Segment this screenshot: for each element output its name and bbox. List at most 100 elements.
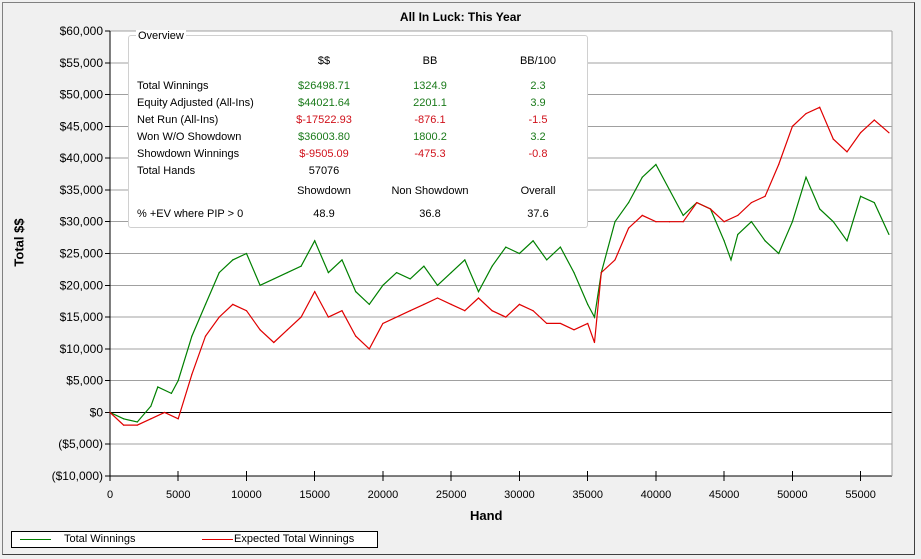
data-point bbox=[300, 265, 302, 267]
chart-title: All In Luck: This Year bbox=[399, 10, 522, 24]
data-point bbox=[505, 316, 507, 318]
data-point bbox=[477, 297, 480, 299]
data-point bbox=[409, 310, 411, 312]
row-label: Won W/O Showdown bbox=[137, 131, 242, 143]
y-tick-label: $15,000 bbox=[60, 310, 104, 324]
data-point bbox=[655, 221, 657, 223]
data-point bbox=[546, 322, 548, 325]
row-value: -1.5 bbox=[528, 114, 548, 126]
row-value: $-17522.93 bbox=[296, 114, 352, 126]
row-value: $36003.80 bbox=[298, 131, 350, 143]
data-point bbox=[750, 202, 753, 204]
data-point bbox=[846, 240, 848, 242]
row-value: $26498.71 bbox=[298, 80, 350, 92]
data-point bbox=[819, 106, 821, 108]
row-value: 2.3 bbox=[530, 80, 546, 92]
data-point bbox=[286, 271, 289, 274]
data-point bbox=[628, 227, 630, 229]
y-tick-label: $60,000 bbox=[60, 24, 104, 38]
data-point bbox=[245, 310, 248, 312]
data-point bbox=[191, 373, 193, 375]
data-point bbox=[655, 163, 657, 166]
x-tick-label: 45000 bbox=[709, 489, 740, 501]
x-tick-label: 0 bbox=[107, 489, 113, 501]
total-hands-value: 57076 bbox=[308, 165, 340, 177]
data-point bbox=[123, 418, 125, 420]
data-point bbox=[860, 132, 862, 134]
data-point bbox=[778, 163, 780, 166]
data-point bbox=[805, 176, 807, 178]
data-point bbox=[614, 221, 616, 223]
overview-title: Overview bbox=[136, 30, 186, 42]
data-point bbox=[150, 405, 152, 407]
data-point bbox=[559, 246, 561, 248]
data-point bbox=[163, 411, 166, 414]
data-point bbox=[737, 233, 739, 236]
data-point bbox=[259, 329, 261, 331]
x-tick-label: 5000 bbox=[166, 489, 190, 501]
row-value: -876.1 bbox=[414, 114, 446, 126]
data-point bbox=[314, 291, 316, 293]
legend-expected-total-winnings: Expected Total Winnings bbox=[234, 533, 355, 545]
legend: Total Winnings Expected Total Winnings bbox=[11, 531, 378, 548]
data-point bbox=[232, 303, 234, 305]
x-tick-label: 15000 bbox=[299, 489, 330, 501]
data-point bbox=[327, 316, 329, 318]
data-point bbox=[136, 421, 138, 423]
x-tick-label: 30000 bbox=[504, 489, 535, 501]
header-overall: Overall bbox=[520, 185, 556, 197]
row-value: 2201.1 bbox=[413, 97, 447, 109]
data-point bbox=[177, 380, 179, 382]
data-point bbox=[157, 386, 159, 388]
y-tick-label: $25,000 bbox=[60, 247, 104, 261]
row-value: $-9505.09 bbox=[299, 148, 349, 160]
data-point bbox=[423, 265, 425, 267]
data-point bbox=[587, 303, 589, 305]
data-point bbox=[587, 322, 589, 325]
y-tick-label: $0 bbox=[90, 405, 104, 419]
data-point bbox=[593, 316, 596, 318]
data-point bbox=[204, 303, 207, 305]
y-tick-label: $45,000 bbox=[60, 119, 104, 133]
x-tick-label: 40000 bbox=[641, 489, 672, 501]
x-tick-label: 55000 bbox=[845, 489, 876, 501]
data-point bbox=[395, 316, 398, 318]
data-point bbox=[382, 284, 384, 286]
data-point bbox=[423, 303, 425, 305]
data-point bbox=[436, 297, 439, 299]
data-point bbox=[696, 202, 698, 204]
y-tick-label: $50,000 bbox=[60, 88, 104, 102]
row-value: -0.8 bbox=[528, 148, 548, 160]
data-point bbox=[245, 252, 248, 255]
header-dollars: $$ bbox=[317, 55, 331, 67]
data-point bbox=[218, 271, 220, 274]
x-tick-label: 10000 bbox=[231, 489, 262, 501]
y-tick-label: $40,000 bbox=[60, 151, 104, 165]
y-tick-label: $30,000 bbox=[60, 215, 104, 229]
data-point bbox=[341, 310, 343, 312]
y-tick-label: $55,000 bbox=[60, 56, 104, 70]
data-point bbox=[737, 214, 739, 216]
data-point bbox=[123, 424, 125, 426]
data-point bbox=[709, 208, 712, 210]
ev-overall: 37.6 bbox=[527, 208, 549, 220]
data-point bbox=[505, 246, 507, 248]
data-point bbox=[341, 259, 343, 261]
data-point bbox=[204, 335, 207, 337]
data-point bbox=[641, 214, 643, 216]
data-point bbox=[150, 418, 152, 420]
data-point bbox=[778, 252, 780, 255]
data-point bbox=[846, 151, 848, 153]
data-point bbox=[730, 259, 732, 261]
ev-showdown: 48.9 bbox=[313, 208, 335, 220]
header-showdown: Showdown bbox=[297, 185, 351, 197]
data-point bbox=[395, 271, 398, 274]
data-point bbox=[518, 303, 521, 305]
data-point bbox=[259, 284, 261, 286]
overview-panel: Overview $$ BB BB/100 Total Winnings $264… bbox=[128, 30, 588, 228]
header-non-showdown: Non Showdown bbox=[391, 185, 469, 197]
y-tick-label: $10,000 bbox=[60, 342, 104, 356]
row-label: Equity Adjusted (All-Ins) bbox=[137, 97, 254, 109]
y-axis-label: Total $$ bbox=[11, 218, 27, 267]
data-point bbox=[477, 291, 480, 293]
